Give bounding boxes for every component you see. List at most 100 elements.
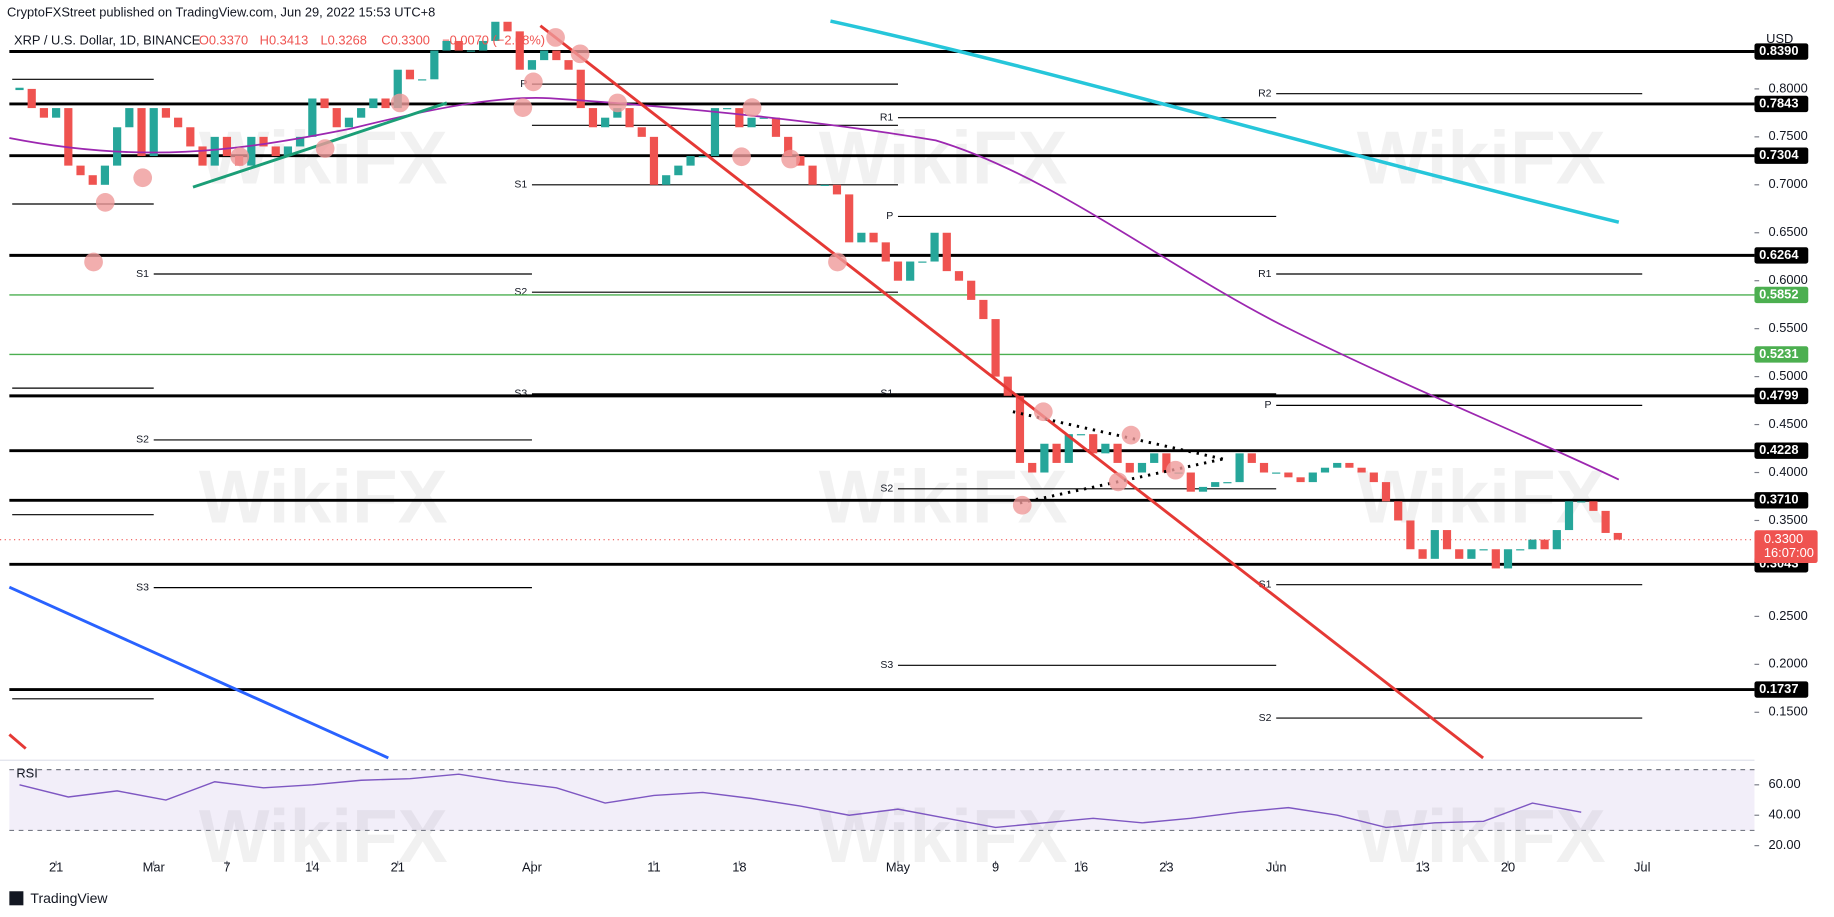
candle (369, 98, 378, 109)
y-tick-label: 0.1500 (1769, 704, 1808, 719)
level-tag (1754, 492, 1809, 509)
pivot-label: R2 (1258, 87, 1272, 99)
candle (735, 108, 744, 128)
candle (1369, 472, 1378, 483)
candle (1125, 462, 1134, 473)
candle (1064, 434, 1073, 463)
candle (442, 40, 451, 51)
candle (76, 165, 85, 176)
pivot-label: S2 (136, 434, 149, 446)
candle (1320, 467, 1330, 473)
candle (296, 136, 305, 147)
candle (479, 40, 488, 51)
pivot-label: P (520, 78, 527, 90)
candle (1162, 453, 1171, 473)
level-label: 0.5231 (1759, 346, 1798, 361)
ma-200 (830, 19, 1620, 224)
candle (552, 50, 561, 61)
candle (979, 299, 988, 320)
pivot-label: S3 (880, 659, 893, 671)
price-axis (1754, 0, 1834, 761)
y-tick-label: 0.2000 (1769, 656, 1808, 671)
candle (100, 165, 110, 185)
candle (686, 156, 695, 166)
ohlc: C0.3300 (381, 32, 430, 47)
candle (1259, 462, 1269, 473)
candle (1052, 443, 1061, 463)
level-label: 0.7843 (1759, 95, 1798, 110)
candle (39, 108, 49, 118)
watermark: WikiFX (1357, 455, 1606, 539)
candle (784, 136, 793, 157)
candle (64, 108, 73, 166)
level-tag (1754, 95, 1809, 113)
candle (1577, 501, 1586, 503)
candle (491, 21, 500, 41)
candle (820, 184, 829, 186)
candle (503, 21, 512, 32)
header-bg (0, 0, 445, 26)
candle (1455, 549, 1464, 559)
downtrend-line (539, 24, 1485, 760)
candle (527, 60, 537, 70)
candle (357, 108, 366, 118)
pivot-label: S1 (880, 388, 893, 400)
y-tick-label: 0.7500 (1769, 128, 1808, 143)
candle (149, 108, 158, 157)
candle (1467, 549, 1476, 559)
y-tick-label: 0.6500 (1769, 224, 1808, 239)
triangle (1012, 410, 1227, 505)
candle (1198, 486, 1208, 492)
candle (1516, 549, 1525, 551)
candle (942, 232, 951, 272)
level-tag (1754, 681, 1809, 698)
pivot-label: S3 (514, 388, 527, 400)
candle (625, 108, 634, 128)
level-tag (1754, 346, 1809, 363)
candle (564, 60, 573, 70)
candle (601, 117, 610, 128)
trendline (8, 585, 389, 760)
candle (1137, 462, 1147, 473)
candle (1589, 501, 1598, 511)
candle (52, 108, 61, 118)
rsi-title: RSI (16, 766, 37, 781)
level-label: 0.7304 (1759, 147, 1799, 162)
candle (381, 98, 390, 109)
candle (1564, 501, 1574, 531)
x-tick-label: Mar (143, 859, 166, 874)
touch-markers (84, 28, 1185, 515)
x-tick-label: 20 (1501, 859, 1515, 874)
candle (991, 319, 1000, 377)
candle (161, 108, 171, 118)
candle (1101, 443, 1110, 454)
candle (1003, 376, 1012, 396)
candle (283, 146, 293, 157)
candle (1089, 434, 1098, 454)
pivot-label: S1 (514, 179, 527, 191)
pivot-label: S1 (136, 268, 149, 280)
level-label: 0.6264 (1759, 247, 1799, 262)
rsi-tick-label: 20.00 (1769, 837, 1801, 852)
candle (259, 136, 268, 147)
candle (1333, 462, 1342, 468)
pivot-label: R1 (1258, 268, 1272, 280)
candle (174, 117, 183, 128)
pivot-label: S3 (136, 581, 149, 593)
footer: TradingView (30, 890, 108, 906)
candle (1272, 472, 1281, 474)
candle (137, 108, 146, 157)
x-tick-label: Jul (1634, 859, 1650, 874)
candle (710, 108, 720, 157)
x-tick-label: 21 (391, 859, 405, 874)
countdown: 16:07:00 (1764, 545, 1814, 560)
candle (1601, 510, 1610, 533)
candle (1442, 530, 1452, 550)
candle (1223, 482, 1232, 484)
candle (113, 127, 122, 166)
candle (1503, 549, 1513, 569)
candle (454, 40, 463, 51)
candle (906, 261, 915, 281)
rsi-line (19, 773, 1582, 829)
candle (1418, 549, 1427, 559)
